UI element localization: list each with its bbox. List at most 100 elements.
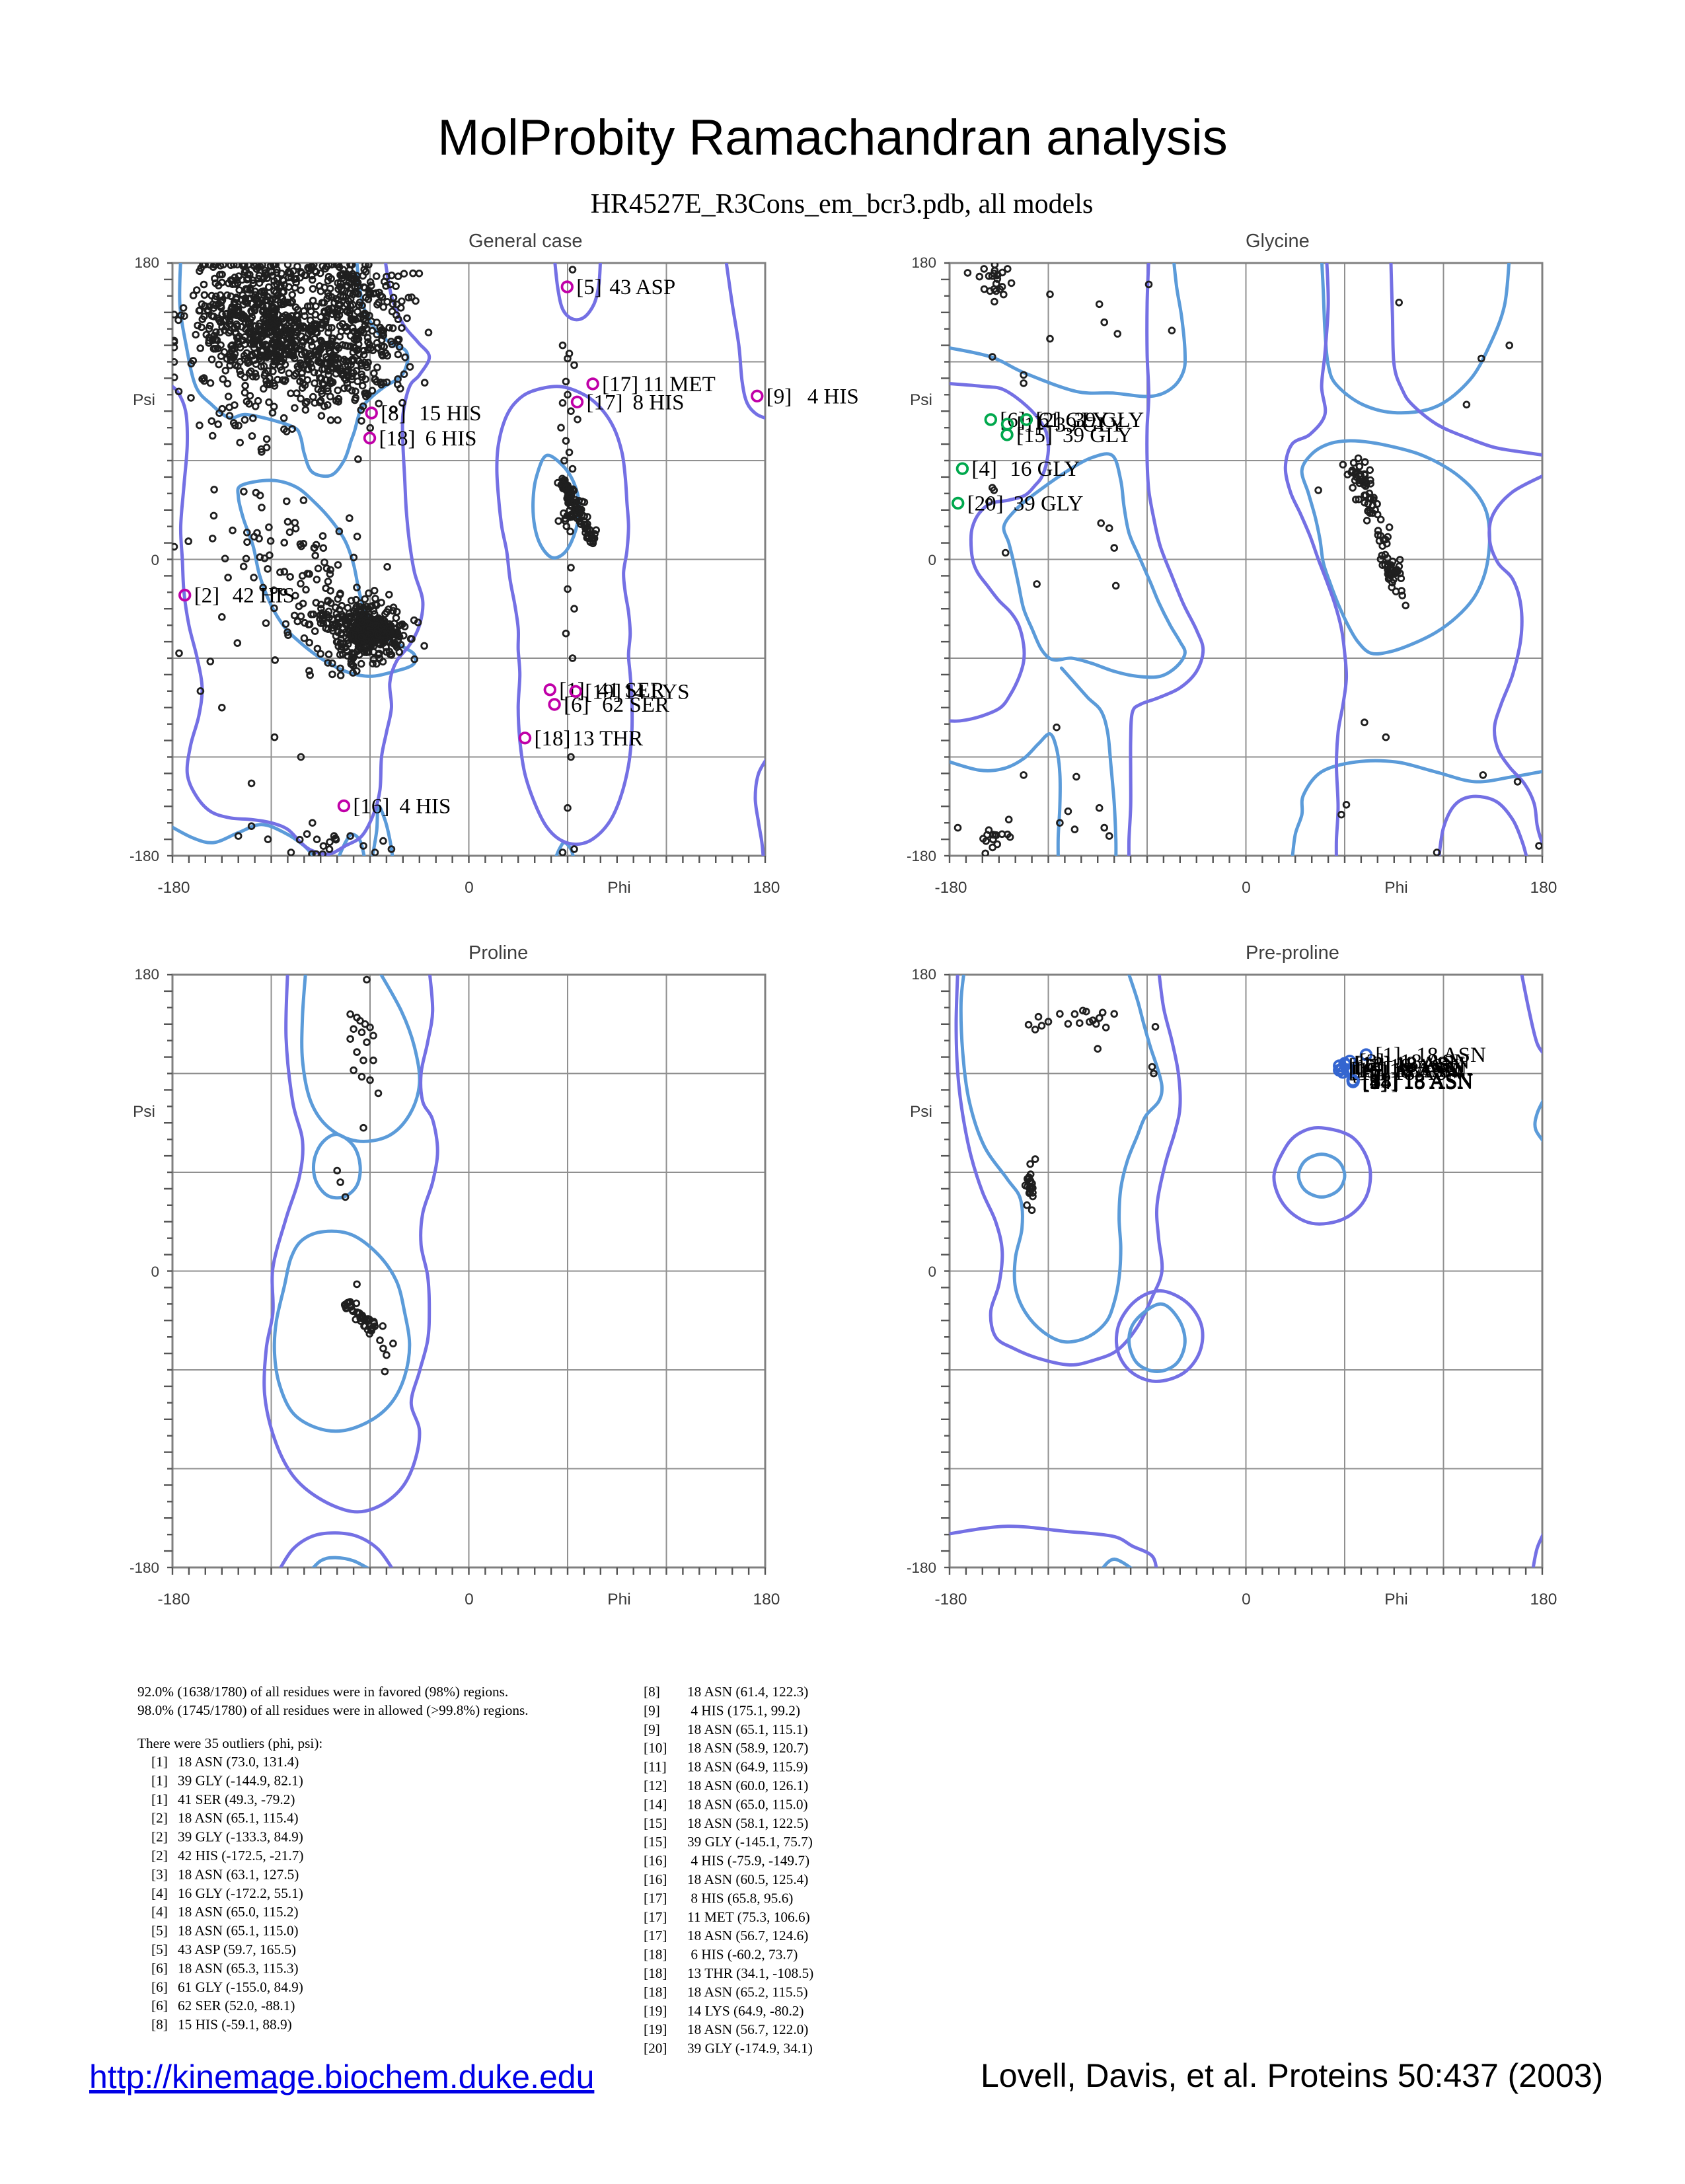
svg-text:4 HIS (-75.9, -149.7): 4 HIS (-75.9, -149.7)	[687, 1853, 809, 1869]
svg-text:[8]: [8]	[644, 1684, 660, 1700]
svg-text:18 ASN: 18 ASN	[1416, 1043, 1486, 1067]
svg-text:13 THR (34.1, -108.5): 13 THR (34.1, -108.5)	[687, 1965, 813, 1981]
svg-text:[17]: [17]	[1349, 1055, 1385, 1078]
svg-text:Psi: Psi	[910, 1103, 932, 1121]
svg-text:[9]: [9]	[767, 385, 792, 408]
svg-text:[9]: [9]	[644, 1721, 660, 1737]
svg-text:6 HIS: 6 HIS	[426, 427, 477, 451]
svg-text:15 HIS (-59.1, 88.9): 15 HIS (-59.1, 88.9)	[178, 2017, 292, 2033]
svg-text:Lovell, Davis, et al. Proteins: Lovell, Davis, et al. Proteins 50:437 (2…	[981, 2057, 1603, 2094]
svg-text:[2]: [2]	[194, 584, 219, 608]
svg-text:-180: -180	[934, 1591, 967, 1608]
svg-text:[19]: [19]	[644, 2003, 667, 2019]
svg-text:18 ASN (65.0, 115.0): 18 ASN (65.0, 115.0)	[687, 1796, 808, 1812]
svg-text:[4]: [4]	[151, 1885, 168, 1901]
svg-text:18 ASN: 18 ASN	[1404, 1071, 1474, 1094]
svg-text:-180: -180	[157, 1591, 190, 1608]
svg-text:0: 0	[928, 1263, 936, 1280]
svg-text:[1]: [1]	[1375, 1043, 1400, 1067]
svg-text:180: 180	[753, 879, 780, 897]
svg-text:16 GLY: 16 GLY	[1010, 457, 1080, 481]
svg-text:[16]: [16]	[644, 1871, 667, 1887]
svg-text:[1]: [1]	[151, 1754, 168, 1770]
svg-text:180: 180	[911, 254, 936, 271]
svg-text:180: 180	[134, 966, 159, 983]
svg-text:11 MET (75.3, 106.6): 11 MET (75.3, 106.6)	[687, 1909, 810, 1925]
svg-text:[2]: [2]	[1363, 1070, 1388, 1094]
svg-text:[19]: [19]	[585, 680, 621, 704]
svg-text:[11]: [11]	[644, 1759, 667, 1775]
svg-text:0: 0	[151, 1263, 159, 1280]
svg-text:[18]: [18]	[535, 727, 571, 751]
svg-text:18 ASN: 18 ASN	[1404, 1070, 1474, 1094]
svg-text:[8]: [8]	[381, 402, 406, 426]
svg-text:Phi: Phi	[607, 1591, 630, 1608]
svg-text:0: 0	[928, 552, 936, 568]
svg-text:-180: -180	[130, 848, 159, 864]
svg-text:8 HIS: 8 HIS	[633, 391, 685, 414]
svg-text:180: 180	[911, 966, 936, 983]
svg-text:[6]: [6]	[151, 1960, 168, 1976]
svg-text:18 ASN: 18 ASN	[1390, 1055, 1460, 1078]
svg-text:[16]: [16]	[644, 1853, 667, 1869]
svg-text:[6]: [6]	[151, 1979, 168, 1995]
svg-text:http://kinemage.biochem.duke.e: http://kinemage.biochem.duke.edu	[89, 2058, 594, 2095]
svg-text:[5]: [5]	[1363, 1071, 1388, 1094]
svg-text:[15]: [15]	[1016, 424, 1053, 447]
svg-text:18 ASN: 18 ASN	[1404, 1071, 1474, 1094]
svg-text:18 ASN (58.9, 120.7): 18 ASN (58.9, 120.7)	[687, 1740, 808, 1756]
svg-text:[12]: [12]	[644, 1778, 667, 1793]
svg-text:[3]: [3]	[1359, 1050, 1384, 1074]
svg-text:15 HIS: 15 HIS	[419, 402, 481, 426]
svg-text:-180: -180	[157, 879, 190, 897]
svg-text:[2]: [2]	[151, 1810, 168, 1826]
svg-text:18 ASN (61.4, 122.3): 18 ASN (61.4, 122.3)	[687, 1684, 808, 1700]
svg-text:41 SER: 41 SER	[597, 679, 665, 702]
svg-text:39 GLY (-144.9, 82.1): 39 GLY (-144.9, 82.1)	[178, 1772, 303, 1788]
svg-text:[2]: [2]	[151, 1829, 168, 1845]
svg-text:[18]: [18]	[644, 1947, 667, 1963]
svg-text:18 ASN (65.0, 115.2): 18 ASN (65.0, 115.2)	[178, 1904, 299, 1920]
svg-text:-180: -180	[934, 879, 967, 897]
svg-text:[15]: [15]	[644, 1815, 667, 1831]
svg-text:18 ASN: 18 ASN	[1390, 1059, 1460, 1083]
svg-text:[16]: [16]	[1355, 1053, 1391, 1077]
svg-text:42 HIS (-172.5, -21.7): 42 HIS (-172.5, -21.7)	[178, 1848, 303, 1864]
svg-text:62 SER (52.0, -88.1): 62 SER (52.0, -88.1)	[178, 1998, 295, 2014]
svg-text:39 GLY (-145.1, 75.7): 39 GLY (-145.1, 75.7)	[687, 1834, 813, 1850]
svg-text:18 ASN (65.3, 115.3): 18 ASN (65.3, 115.3)	[178, 1960, 299, 1976]
svg-text:Phi: Phi	[1384, 879, 1407, 897]
svg-text:4 HIS: 4 HIS	[807, 385, 859, 408]
svg-text:18 ASN: 18 ASN	[1404, 1071, 1474, 1094]
svg-text:[6]: [6]	[151, 1998, 168, 2014]
svg-text:[11]: [11]	[1362, 1069, 1398, 1093]
svg-text:Proline: Proline	[468, 942, 528, 963]
svg-text:18 ASN: 18 ASN	[1404, 1070, 1474, 1094]
svg-text:0: 0	[465, 879, 474, 897]
svg-text:General case: General case	[468, 231, 583, 252]
svg-text:18 ASN: 18 ASN	[1393, 1061, 1463, 1085]
svg-text:18 ASN (60.5, 125.4): 18 ASN (60.5, 125.4)	[687, 1871, 808, 1887]
svg-text:[5]: [5]	[151, 1923, 168, 1939]
svg-text:[9]: [9]	[1363, 1071, 1388, 1094]
svg-text:18 ASN (64.9, 115.9): 18 ASN (64.9, 115.9)	[687, 1759, 808, 1775]
svg-text:[1]: [1]	[151, 1772, 168, 1788]
svg-text:39 GLY: 39 GLY	[1074, 408, 1144, 432]
svg-text:[20]: [20]	[967, 492, 1004, 516]
svg-text:[9]: [9]	[644, 1702, 660, 1718]
svg-text:18 ASN (65.1, 115.1): 18 ASN (65.1, 115.1)	[687, 1721, 808, 1737]
svg-text:[1]: [1]	[151, 1791, 168, 1807]
svg-text:Glycine: Glycine	[1246, 231, 1310, 252]
svg-text:[2]: [2]	[1035, 408, 1061, 432]
svg-text:18 ASN: 18 ASN	[1395, 1052, 1465, 1076]
svg-text:[15]: [15]	[644, 1834, 667, 1850]
svg-text:92.0% (1638/1780) of all resid: 92.0% (1638/1780) of all residues were i…	[137, 1684, 508, 1700]
svg-text:14 LYS (64.9, -80.2): 14 LYS (64.9, -80.2)	[687, 2003, 804, 2019]
svg-text:4 HIS: 4 HIS	[399, 795, 451, 819]
svg-text:[12]: [12]	[1354, 1052, 1390, 1076]
svg-text:18 ASN: 18 ASN	[1404, 1070, 1474, 1094]
svg-text:[4]: [4]	[1363, 1071, 1388, 1094]
svg-text:18 ASN (56.7, 124.6): 18 ASN (56.7, 124.6)	[687, 1928, 808, 1943]
svg-text:39 GLY (-133.3, 84.9): 39 GLY (-133.3, 84.9)	[178, 1829, 303, 1845]
svg-text:18 ASN: 18 ASN	[1403, 1069, 1473, 1093]
